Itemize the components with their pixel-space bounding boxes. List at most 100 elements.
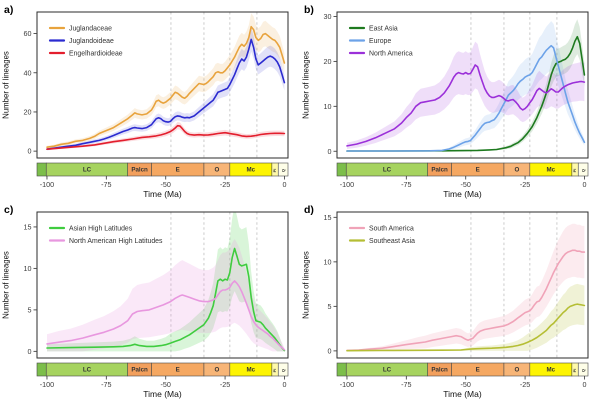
x-axis-tick-label: -25 <box>520 380 530 389</box>
y-axis-title: Number of lineages <box>2 251 11 319</box>
x-axis-tick-label: 0 <box>582 380 586 389</box>
legend-label-engelhardioideae: Engelhardioideae <box>69 50 123 57</box>
x-axis-tick-label: -50 <box>161 380 171 389</box>
y-axis-tick-label: 10 <box>324 257 332 266</box>
series-band-south-america <box>347 223 585 351</box>
time-scale-label-q: Q <box>580 169 585 172</box>
legend-item-south-america: South America <box>348 225 414 232</box>
y-axis-tick-label: 5 <box>328 302 332 311</box>
series-line-north-america <box>346 64 586 147</box>
time-scale-label-lc: LC <box>83 367 92 374</box>
time-scale-label-mc: Mc <box>547 367 556 374</box>
legend-label-north-america: North America <box>369 50 413 57</box>
x-axis-tick-label: -25 <box>220 180 230 189</box>
time-scale-label-o: O <box>214 167 219 174</box>
time-scale-label-q: Q <box>280 369 285 372</box>
y-axis-tick-label: 60 <box>24 29 32 38</box>
series-line-south-america <box>346 249 586 352</box>
x-axis-tick-label: -25 <box>520 180 530 189</box>
plot-border <box>36 11 289 159</box>
time-scale-label-pl: Pl <box>572 169 577 173</box>
y-axis-tick-label: 5 <box>28 305 32 314</box>
time-scale-label-q: Q <box>280 169 285 172</box>
time-scale-segment-q <box>577 362 589 377</box>
time-scale-label-e: E <box>176 367 180 374</box>
legend-item-juglandaceae: Juglandaceae <box>48 25 112 32</box>
time-scale-segment-q <box>277 362 289 377</box>
time-scale-label-pl: Pl <box>572 369 577 373</box>
legend-item-juglandoideae: Juglandoideae <box>48 38 114 45</box>
time-scale-label-mc: Mc <box>247 167 256 174</box>
x-axis-tick-label: 0 <box>282 380 286 389</box>
y-axis-tick-label: 10 <box>24 264 32 273</box>
time-scale-label-o: O <box>514 167 519 174</box>
panel-d: 0 5 10 15 LC Palcn E O Mc Pl Q -100 -75 -50 -25 0 Time (… <box>300 200 600 400</box>
x-axis-tick-label: -100 <box>40 380 54 389</box>
series-line-engelhardioideae <box>46 124 286 150</box>
x-axis-tick-label: -100 <box>340 180 354 189</box>
time-scale-label-lc: LC <box>383 367 392 374</box>
time-scale-label-lc: LC <box>83 167 92 174</box>
series-line-europe <box>346 44 586 152</box>
legend-label-east-asia: East Asia <box>369 25 398 32</box>
x-axis-tick-label: -50 <box>161 180 171 189</box>
legend-label-asian-high-latitudes: Asian High Latitudes <box>69 225 133 232</box>
legend-label-southeast-asia: Southeast Asia <box>369 238 415 245</box>
panel-label: c) <box>4 204 13 216</box>
time-scale-segment-precambrian-edge <box>336 162 347 177</box>
y-axis-tick-label: 10 <box>324 102 332 111</box>
legend-label-europe: Europe <box>369 38 391 45</box>
chart-canvas-a: 0 20 40 60 LC Palcn E O Mc Pl Q -100 -75 -50 -25 0 Time … <box>0 0 300 200</box>
series-band-asian-high-latitudes <box>47 212 285 352</box>
plot-border <box>36 211 289 359</box>
x-axis-tick-label: -75 <box>401 380 411 389</box>
x-axis-tick-label: -75 <box>101 380 111 389</box>
y-axis-title: Number of lineages <box>302 51 311 119</box>
chart-canvas-d: 0 5 10 15 LC Palcn E O Mc Pl Q -100 -75 -50 -25 0 Time (… <box>300 200 600 400</box>
time-scale-segment-q <box>577 162 589 177</box>
legend-item-europe: Europe <box>348 38 391 45</box>
plot-border <box>336 211 589 359</box>
y-axis-tick-label: 0 <box>28 147 32 156</box>
y-axis-tick-label: 0 <box>328 147 332 156</box>
time-scale-label-palcn: Palcn <box>131 367 148 374</box>
panel-label: a) <box>4 4 13 16</box>
x-axis-tick-label: 0 <box>582 180 586 189</box>
x-axis-title: Time (Ma) <box>443 189 482 199</box>
time-scale-label-e: E <box>476 367 480 374</box>
x-axis-tick-label: -75 <box>401 180 411 189</box>
legend-item-southeast-asia: Southeast Asia <box>348 238 415 245</box>
plot-border <box>336 11 589 159</box>
chart-canvas-c: 0 5 10 15 LC Palcn E O Mc Pl Q -100 -75 -50 -25 0 Time (… <box>0 200 300 400</box>
time-scale-label-pl: Pl <box>272 169 277 173</box>
legend-label-juglandaceae: Juglandaceae <box>69 25 112 32</box>
time-scale-label-e: E <box>176 167 180 174</box>
legend-label-juglandoideae: Juglandoideae <box>69 38 114 45</box>
time-scale-label-palcn: Palcn <box>431 367 448 374</box>
x-axis-title: Time (Ma) <box>443 389 482 399</box>
chart-canvas-b: 0 10 20 30 LC Palcn E O Mc Pl Q -100 -75 -50 -25 0 Time … <box>300 0 600 200</box>
legend-item-north-america: North America <box>348 50 413 57</box>
y-axis-title: Number of lineages <box>302 251 311 319</box>
series-line-asian-high-latitudes <box>46 247 286 352</box>
panel-label: b) <box>304 4 314 16</box>
time-scale-label-mc: Mc <box>547 167 556 174</box>
time-scale-segment-precambrian-edge <box>36 362 47 377</box>
x-axis-tick-label: -75 <box>101 180 111 189</box>
panel-b: 0 10 20 30 LC Palcn E O Mc Pl Q -100 -75 -50 -25 0 Time … <box>300 0 600 200</box>
legend-item-east-asia: East Asia <box>348 25 398 32</box>
legend-item-asian-high-latitudes: Asian High Latitudes <box>48 225 133 232</box>
time-scale-label-o: O <box>214 367 219 374</box>
series-line-east-asia <box>346 35 586 152</box>
x-axis-tick-label: -100 <box>40 180 54 189</box>
x-axis-title: Time (Ma) <box>143 189 182 199</box>
time-scale-segment-precambrian-edge <box>36 162 47 177</box>
x-axis-tick-label: -50 <box>461 180 471 189</box>
series-band-north-america <box>347 41 585 149</box>
y-axis-tick-label: 30 <box>324 12 332 21</box>
legend-label-north-american-high-latitudes: North American High Latitudes <box>69 238 163 245</box>
series-line-juglandoideae <box>46 38 286 150</box>
time-scale-label-e: E <box>476 167 480 174</box>
legend-label-south-america: South America <box>369 225 414 232</box>
